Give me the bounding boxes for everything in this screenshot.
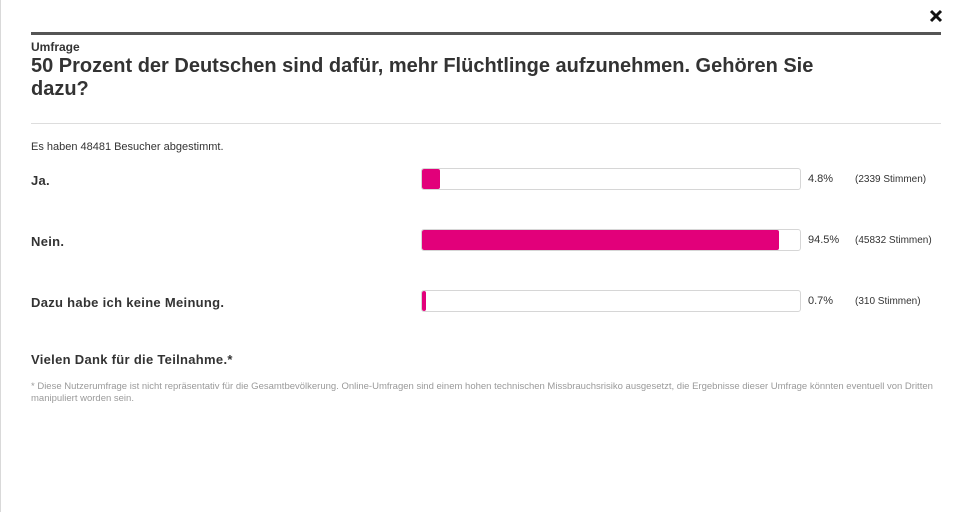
poll-option-nein: Nein. 94.5% (45832 Stimmen) <box>31 229 941 253</box>
result-bar-fill <box>422 230 780 250</box>
result-bar-track <box>421 229 801 251</box>
option-percent: 0.7% <box>808 295 834 307</box>
modal-left-border <box>0 0 1 512</box>
section-divider <box>31 123 941 124</box>
voters-prefix: Es haben <box>31 141 78 153</box>
result-bar-fill <box>422 291 426 311</box>
disclaimer-text: * Diese Nutzerumfrage ist nicht repräsen… <box>31 381 933 404</box>
voters-suffix: Besucher abgestimmt. <box>114 141 224 153</box>
poll-question: 50 Prozent der Deutschen sind dafür, meh… <box>31 55 814 100</box>
header-divider <box>31 32 941 35</box>
close-button[interactable] <box>925 5 947 27</box>
result-bar-track <box>421 168 801 190</box>
option-label: Dazu habe ich keine Meinung. <box>31 295 225 310</box>
voters-count: 48481 <box>80 141 112 153</box>
poll-kicker: Umfrage <box>31 40 80 54</box>
poll-option-ja: Ja. 4.8% (2339 Stimmen) <box>31 168 941 192</box>
option-label: Ja. <box>31 173 50 188</box>
option-votes: (45832 Stimmen) <box>855 235 932 246</box>
thanks-message: Vielen Dank für die Teilnahme.* <box>31 352 233 367</box>
close-icon <box>929 9 943 23</box>
option-percent: 4.8% <box>808 173 834 185</box>
poll-option-keine-meinung: Dazu habe ich keine Meinung. 0.7% (310 S… <box>31 290 941 314</box>
option-votes: (310 Stimmen) <box>855 296 921 307</box>
option-label: Nein. <box>31 234 65 249</box>
result-bar-track <box>421 290 801 312</box>
voters-summary: Es haben 48481 Besucher abgestimmt. <box>31 141 227 154</box>
option-votes: (2339 Stimmen) <box>855 174 927 185</box>
result-bar-fill <box>422 169 441 189</box>
option-percent: 94.5% <box>808 234 840 246</box>
